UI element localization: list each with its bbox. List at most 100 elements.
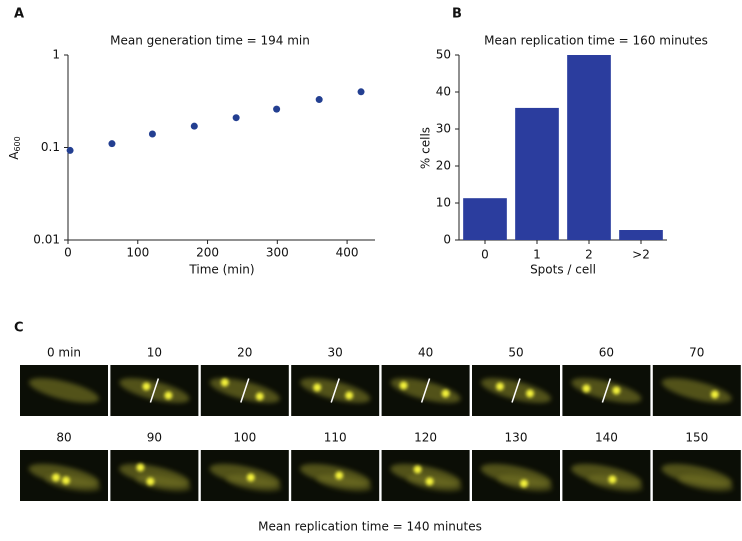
- micrograph: [472, 365, 560, 416]
- micrograph: [562, 365, 651, 416]
- frame-label: 30: [328, 346, 343, 360]
- spot: [413, 465, 422, 474]
- spot: [520, 479, 528, 488]
- spot: [608, 475, 617, 484]
- spot: [52, 473, 60, 482]
- frame-label: 10: [147, 346, 162, 360]
- spot: [136, 463, 145, 472]
- cell: [678, 474, 734, 492]
- spot: [313, 383, 322, 392]
- micrograph: [291, 450, 380, 501]
- data-point: [66, 146, 74, 154]
- frame-label: 100: [233, 431, 256, 445]
- frame-label: 150: [685, 431, 708, 445]
- x-tick-label: 1: [533, 248, 541, 262]
- division-mark: [601, 378, 612, 403]
- caption: Mean replication time = 140 minutes: [258, 520, 482, 534]
- chart-title: Mean generation time = 194 min: [110, 34, 310, 48]
- spot: [710, 390, 719, 399]
- spot: [220, 378, 229, 387]
- y-tick-label: 40: [436, 85, 451, 99]
- x-tick-label: 400: [336, 246, 359, 260]
- spot: [496, 382, 504, 391]
- y-tick-label: 10: [436, 196, 451, 210]
- spot: [164, 391, 173, 400]
- data-point: [190, 122, 198, 130]
- y-axis-label-text: A600: [7, 136, 22, 160]
- micrograph: [110, 365, 199, 416]
- micrograph: [20, 365, 108, 416]
- micrograph: [200, 450, 289, 501]
- y-tick-label: 20: [436, 159, 451, 173]
- y-tick-label: 30: [436, 122, 451, 136]
- spot: [582, 384, 591, 393]
- spot: [425, 477, 434, 486]
- frame-label: 20: [237, 346, 252, 360]
- spot: [62, 476, 70, 485]
- y-axis-label: A600: [7, 136, 22, 160]
- panel-label: B: [452, 7, 462, 22]
- y-tick-label: 0: [443, 233, 451, 247]
- bar: [463, 198, 507, 240]
- frame-label: 40: [418, 346, 433, 360]
- x-tick-label: 2: [585, 248, 593, 262]
- x-tick-label: 0: [481, 248, 489, 262]
- spot: [255, 392, 264, 401]
- y-label-main: A: [7, 151, 21, 160]
- micrograph: [652, 365, 741, 416]
- x-axis-label: Spots / cell: [530, 263, 596, 277]
- y-tick-label: 1: [52, 48, 60, 62]
- x-axis-label: Time (min): [188, 263, 254, 277]
- y-tick-label: 50: [436, 48, 451, 62]
- division-mark: [511, 378, 521, 403]
- y-label-sub: 600: [13, 136, 22, 151]
- x-tick-label: >2: [632, 248, 650, 262]
- spot: [399, 381, 408, 390]
- frame-label: 130: [505, 431, 528, 445]
- data-point: [273, 105, 281, 113]
- data-point: [315, 96, 323, 104]
- chart-title: Mean replication time = 160 minutes: [484, 34, 708, 48]
- cell: [226, 474, 282, 492]
- x-tick-label: 300: [266, 246, 289, 260]
- x-tick-label: 100: [126, 246, 149, 260]
- spot: [441, 389, 450, 398]
- y-tick-label: 0.1: [41, 140, 60, 154]
- data-point: [232, 114, 240, 122]
- division-mark: [330, 378, 340, 403]
- division-mark: [149, 378, 160, 403]
- x-tick-label: 0: [64, 246, 72, 260]
- frame-label: 70: [689, 346, 704, 360]
- frame-label: 120: [414, 431, 437, 445]
- micrograph: [381, 450, 470, 501]
- micrograph: [200, 365, 289, 416]
- micrograph: [20, 450, 108, 501]
- cell: [587, 474, 643, 492]
- y-tick-label: 0.01: [33, 233, 60, 247]
- frame-label: 110: [324, 431, 347, 445]
- micrograph: [381, 365, 470, 416]
- division-mark: [420, 378, 431, 403]
- bar: [619, 230, 663, 240]
- micrograph: [472, 450, 560, 501]
- cell: [316, 474, 372, 492]
- frame-label: 50: [508, 346, 523, 360]
- spot: [526, 389, 534, 398]
- data-point: [148, 130, 156, 138]
- micrograph: [291, 365, 380, 416]
- cell: [29, 378, 99, 403]
- x-tick-label: 200: [196, 246, 219, 260]
- spot: [345, 391, 354, 400]
- micrograph: [562, 450, 651, 501]
- panel-label: C: [14, 321, 24, 336]
- bar: [567, 55, 611, 240]
- spot: [146, 477, 155, 486]
- frame-label: 0 min: [47, 346, 81, 360]
- data-point: [357, 88, 365, 96]
- data-point: [108, 140, 116, 148]
- bar: [515, 107, 559, 240]
- panel-label: A: [14, 7, 24, 22]
- spot: [612, 386, 621, 395]
- division-mark: [240, 378, 250, 403]
